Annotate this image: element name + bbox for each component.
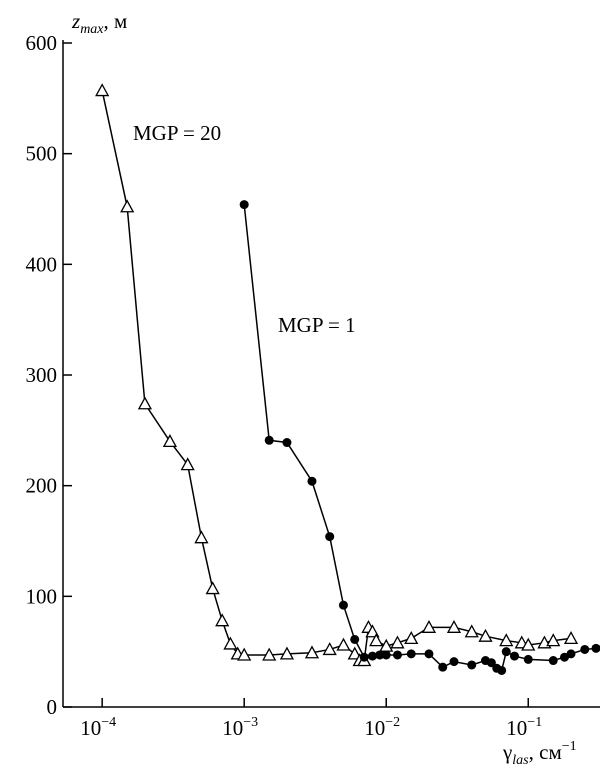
marker bbox=[499, 633, 514, 647]
marker bbox=[546, 633, 561, 647]
marker bbox=[347, 646, 362, 660]
marker bbox=[282, 438, 292, 448]
marker bbox=[350, 634, 360, 644]
marker bbox=[566, 649, 576, 659]
x-tick-power: −1 bbox=[527, 715, 542, 730]
marker bbox=[406, 649, 416, 659]
marker bbox=[367, 651, 377, 661]
x-axis-label: γlas, см−1 bbox=[502, 739, 577, 768]
marker bbox=[237, 647, 252, 661]
marker bbox=[446, 619, 462, 633]
marker bbox=[264, 435, 274, 445]
series-label: MGP = 20 bbox=[133, 121, 221, 145]
x-tick-label: 10−1 bbox=[506, 715, 542, 740]
series-line bbox=[101, 90, 572, 662]
y-tick-label: 600 bbox=[26, 31, 58, 55]
marker bbox=[591, 643, 600, 653]
y-tick-label: 400 bbox=[26, 252, 58, 276]
marker bbox=[205, 581, 220, 595]
marker bbox=[307, 476, 317, 486]
marker bbox=[325, 532, 335, 542]
x-tick-base: 10 bbox=[506, 716, 527, 740]
marker bbox=[137, 396, 153, 410]
marker bbox=[392, 650, 402, 660]
marker bbox=[497, 665, 507, 675]
y-tick-label: 500 bbox=[26, 142, 58, 166]
marker bbox=[262, 647, 277, 661]
marker bbox=[548, 656, 558, 666]
marker bbox=[467, 660, 477, 670]
marker bbox=[194, 530, 209, 544]
x-tick-label: 10−2 bbox=[364, 715, 400, 740]
x-tick-base: 10 bbox=[364, 716, 385, 740]
y-tick-label: 200 bbox=[26, 474, 58, 498]
x-tick-power: −2 bbox=[385, 715, 400, 730]
y-tick-label: 0 bbox=[47, 695, 58, 719]
marker bbox=[486, 658, 496, 668]
series-line bbox=[243, 204, 597, 672]
marker bbox=[180, 457, 195, 471]
marker bbox=[223, 636, 238, 650]
marker bbox=[421, 619, 437, 633]
marker bbox=[336, 637, 351, 651]
marker bbox=[95, 83, 110, 97]
marker bbox=[239, 200, 249, 210]
marker bbox=[304, 645, 320, 659]
marker bbox=[501, 647, 511, 657]
marker bbox=[279, 646, 295, 660]
marker bbox=[359, 652, 369, 662]
marker bbox=[509, 651, 519, 661]
x-tick-power: −4 bbox=[101, 715, 116, 730]
x-tick-label: 10−4 bbox=[80, 715, 116, 740]
marker bbox=[478, 628, 493, 642]
marker bbox=[523, 654, 533, 664]
marker bbox=[580, 644, 590, 654]
marker bbox=[322, 642, 337, 656]
x-tick-label: 10−3 bbox=[222, 715, 258, 740]
marker bbox=[464, 624, 479, 638]
y-tick-label: 100 bbox=[26, 584, 58, 608]
marker bbox=[563, 631, 579, 645]
marker bbox=[424, 649, 434, 659]
marker bbox=[404, 631, 419, 645]
marker bbox=[390, 635, 405, 649]
y-axis-label: zmax, м bbox=[71, 9, 127, 37]
series-label: MGP = 1 bbox=[278, 313, 356, 337]
marker bbox=[162, 434, 178, 448]
marker bbox=[369, 633, 384, 647]
marker bbox=[338, 600, 348, 610]
marker bbox=[449, 657, 459, 667]
marker bbox=[438, 662, 448, 672]
x-tick-base: 10 bbox=[80, 716, 101, 740]
marker bbox=[365, 624, 380, 638]
marker bbox=[375, 650, 385, 660]
marker bbox=[120, 199, 135, 213]
marker bbox=[521, 637, 536, 651]
x-tick-base: 10 bbox=[222, 716, 243, 740]
x-tick-power: −3 bbox=[243, 715, 258, 730]
y-tick-label: 300 bbox=[26, 363, 58, 387]
marker bbox=[381, 650, 391, 660]
marker bbox=[215, 613, 230, 627]
